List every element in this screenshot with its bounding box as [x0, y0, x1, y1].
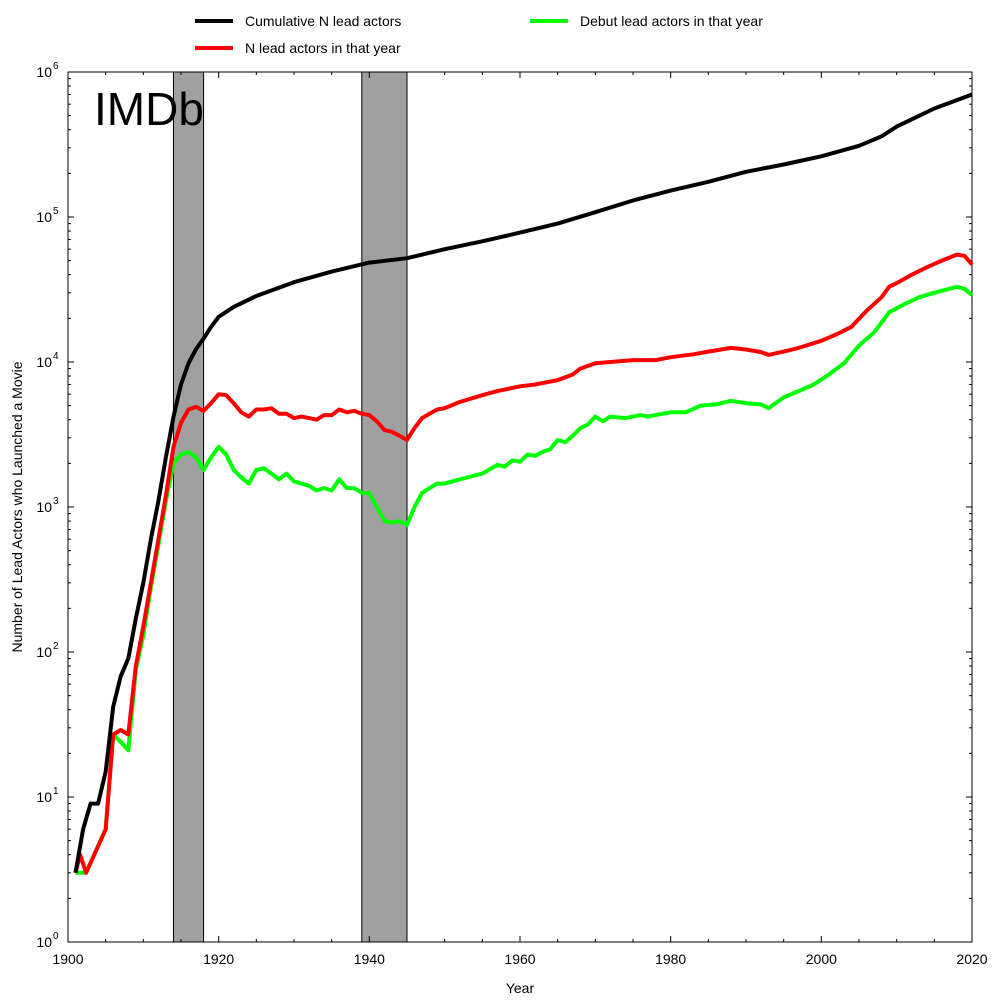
- series-line-1: [73, 252, 974, 875]
- shaded-period-0: [172, 71, 205, 943]
- y-tick-exponent: 4: [53, 351, 59, 362]
- x-tick-label: 2020: [956, 951, 987, 967]
- y-tick-base: 10: [36, 644, 52, 660]
- x-tick-label: 1960: [504, 951, 535, 967]
- legend-label-0: Cumulative N lead actors: [245, 13, 401, 29]
- y-tick-exponent: 6: [53, 61, 59, 72]
- x-axis-label: Year: [506, 980, 535, 996]
- shaded-periods: [172, 71, 408, 943]
- y-tick-label: 10: [36, 789, 52, 805]
- series-line-2: [75, 284, 974, 875]
- y-tick-base: 10: [36, 64, 52, 80]
- y-tick-label: 10: [36, 354, 52, 370]
- x-tick-label: 2000: [806, 951, 837, 967]
- x-tick-label: 1980: [655, 951, 686, 967]
- y-tick-exponent: 2: [53, 641, 59, 652]
- y-tick-label: 10: [36, 499, 52, 515]
- legend: Cumulative N lead actors N lead actors in…: [195, 13, 763, 56]
- x-tick-label: 1920: [203, 951, 234, 967]
- y-tick-exponent: 3: [53, 496, 59, 507]
- y-tick-exponent: 5: [53, 206, 59, 217]
- y-tick-base: 10: [36, 789, 52, 805]
- y-tick-base: 10: [36, 354, 52, 370]
- x-axis-ticks: 1900 1920 1940 1960 1980 2000 2020: [52, 72, 988, 967]
- y-axis-label: Number of Lead Actors who Launched a Mov…: [9, 361, 25, 652]
- y-tick-label: 10: [36, 64, 52, 80]
- y-tick-label: 10: [36, 934, 52, 950]
- legend-label-2: Debut lead actors in that year: [580, 13, 763, 29]
- y-tick-base: 10: [36, 934, 52, 950]
- series-line-0: [73, 92, 973, 874]
- x-tick-label: 1940: [354, 951, 385, 967]
- y-tick-exponent: 0: [53, 931, 59, 942]
- imdb-annotation: IMDb: [94, 83, 204, 135]
- y-tick-label: 10: [36, 209, 52, 225]
- x-tick-label: 1900: [52, 951, 83, 967]
- y-tick-exponent: 1: [53, 786, 59, 797]
- y-tick-base: 10: [36, 499, 52, 515]
- y-tick-label: 10: [36, 644, 52, 660]
- series-lines: [73, 92, 974, 875]
- legend-label-1: N lead actors in that year: [245, 40, 401, 56]
- y-tick-base: 10: [36, 209, 52, 225]
- shaded-period-1: [361, 71, 408, 943]
